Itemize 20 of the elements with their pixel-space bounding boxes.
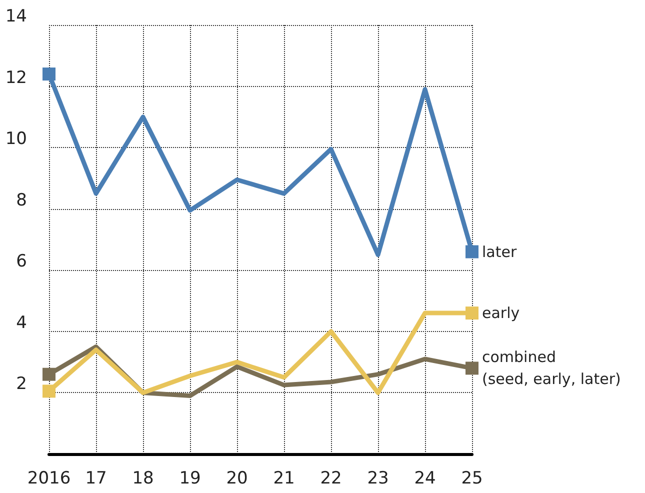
y-tick-label: 2 xyxy=(16,374,27,394)
x-tick-label: 17 xyxy=(85,468,107,488)
y-tick-label: 10 xyxy=(5,129,27,150)
x-tick-label: 21 xyxy=(273,468,295,488)
x-tick-label: 20 xyxy=(226,468,248,488)
series-label: later xyxy=(482,242,518,261)
y-tick-label: 4 xyxy=(16,312,27,333)
y-tick-label: 6 xyxy=(16,252,27,272)
y-tick-label: 8 xyxy=(16,190,27,210)
x-tick-label: 23 xyxy=(367,468,389,488)
x-tick-label: 22 xyxy=(320,468,342,488)
x-tick-label: 18 xyxy=(132,468,154,488)
y-tick-label: 12 xyxy=(5,68,27,88)
x-tick-label: 24 xyxy=(414,468,436,488)
x-tick-label: 25 xyxy=(461,468,483,488)
series-label: early xyxy=(482,304,520,322)
series-label: combined (seed, early, later) xyxy=(482,348,621,388)
x-tick-label: 2016 xyxy=(27,468,71,488)
x-tick-label: 19 xyxy=(179,468,201,488)
y-tick-label: 14 xyxy=(5,6,27,26)
